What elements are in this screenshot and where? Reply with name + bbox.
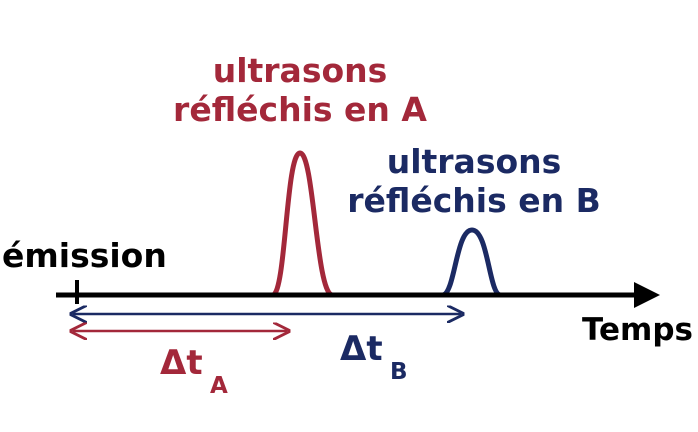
time-axis-label: Temps: [582, 312, 693, 348]
delta-t-b-symbol: Δt: [340, 329, 383, 369]
echo-b-pulse: [440, 227, 503, 298]
delta-t-b-subscript: B: [390, 359, 408, 385]
emission-label: émission: [2, 236, 167, 275]
delta-t-a-symbol: Δt: [160, 343, 203, 383]
echo-b-label-line1: ultrasons: [387, 142, 562, 181]
time-axis-arrowhead: [634, 282, 660, 308]
echo-a-label-line2: réfléchis en A: [173, 90, 427, 129]
echo-a-label-line1: ultrasons: [213, 51, 388, 90]
delta-t-a-subscript: A: [210, 373, 228, 399]
echo-a-pulse: [270, 150, 335, 298]
echo-b-label-line2: réfléchis en B: [347, 181, 601, 220]
